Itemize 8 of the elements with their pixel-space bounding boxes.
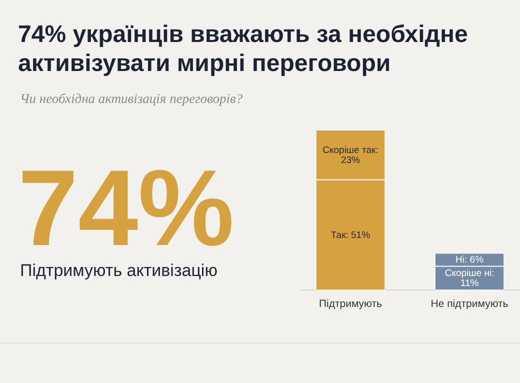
x-tick-label: Не підтримують [430, 298, 509, 310]
text: Чи необхідна активізація переговорів? [20, 91, 243, 106]
data-label: Ні: 6% [456, 254, 484, 266]
x-tick-label: Підтримують [318, 298, 383, 310]
data-label: Так: 51% [330, 229, 371, 240]
data-label: Скоріше так: 23% [322, 144, 378, 166]
chart-title: 74% українців вважають за необхідне активізувати мирні переговори [18, 21, 468, 77]
data-label: Скоріше ні: 11% [444, 268, 494, 289]
